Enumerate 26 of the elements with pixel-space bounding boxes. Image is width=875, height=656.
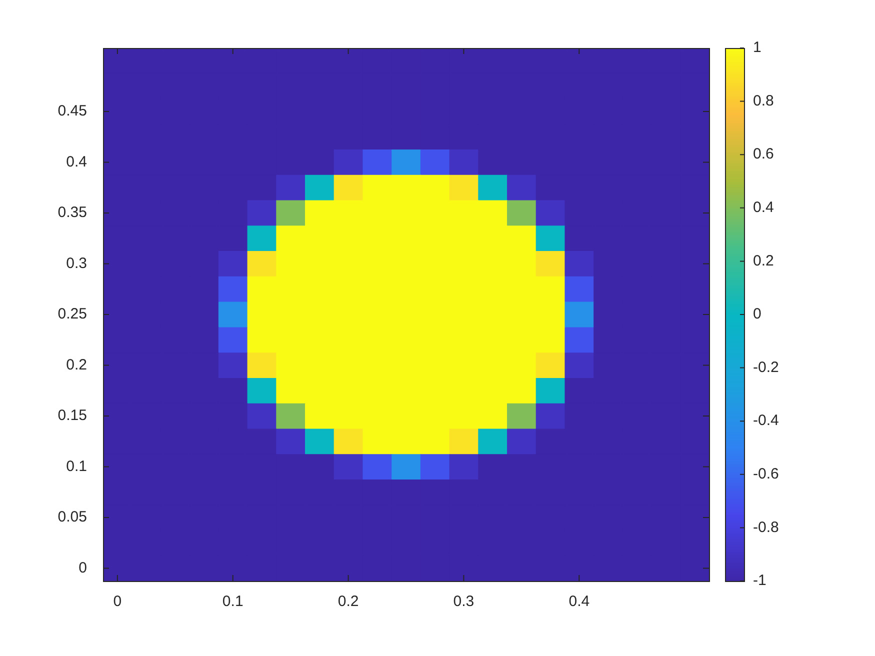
y-tick-label: 0.2 xyxy=(66,356,87,374)
color-bar-label: -0.8 xyxy=(753,518,779,536)
color-bar-label: 0.2 xyxy=(753,252,774,270)
y-tick-label: 0.25 xyxy=(58,306,87,323)
x-tick-label: 0.1 xyxy=(222,593,244,610)
color-bar-label: -0.6 xyxy=(753,466,779,483)
y-tick-label: 0 xyxy=(78,559,87,576)
color-bar-label: -0.2 xyxy=(753,358,779,376)
y-tick-label: 0.3 xyxy=(66,254,87,272)
x-tick-label: 0.4 xyxy=(568,593,590,610)
color-bar-label: 0.4 xyxy=(753,199,774,216)
x-tick-label: 0 xyxy=(113,593,122,610)
x-tick-label: 0.3 xyxy=(453,593,474,610)
y-tick-label: 0.35 xyxy=(58,204,87,222)
y-tick-label: 0.05 xyxy=(58,508,87,526)
y-tick-label: 0.4 xyxy=(66,153,87,170)
y-tick-label: 0.45 xyxy=(58,102,87,120)
x-tick-label: 0.2 xyxy=(338,593,359,610)
y-tick-label: 0.15 xyxy=(58,407,87,424)
color-bar-label: 1 xyxy=(753,39,762,56)
color-bar-label: -1 xyxy=(753,572,766,590)
color-bar-label: 0.8 xyxy=(753,92,774,110)
color-bar-label: 0 xyxy=(753,306,762,323)
color-bar-label: 0.6 xyxy=(753,146,774,163)
y-tick-label: 0.1 xyxy=(66,458,87,475)
color-bar-label: -0.4 xyxy=(753,412,779,430)
